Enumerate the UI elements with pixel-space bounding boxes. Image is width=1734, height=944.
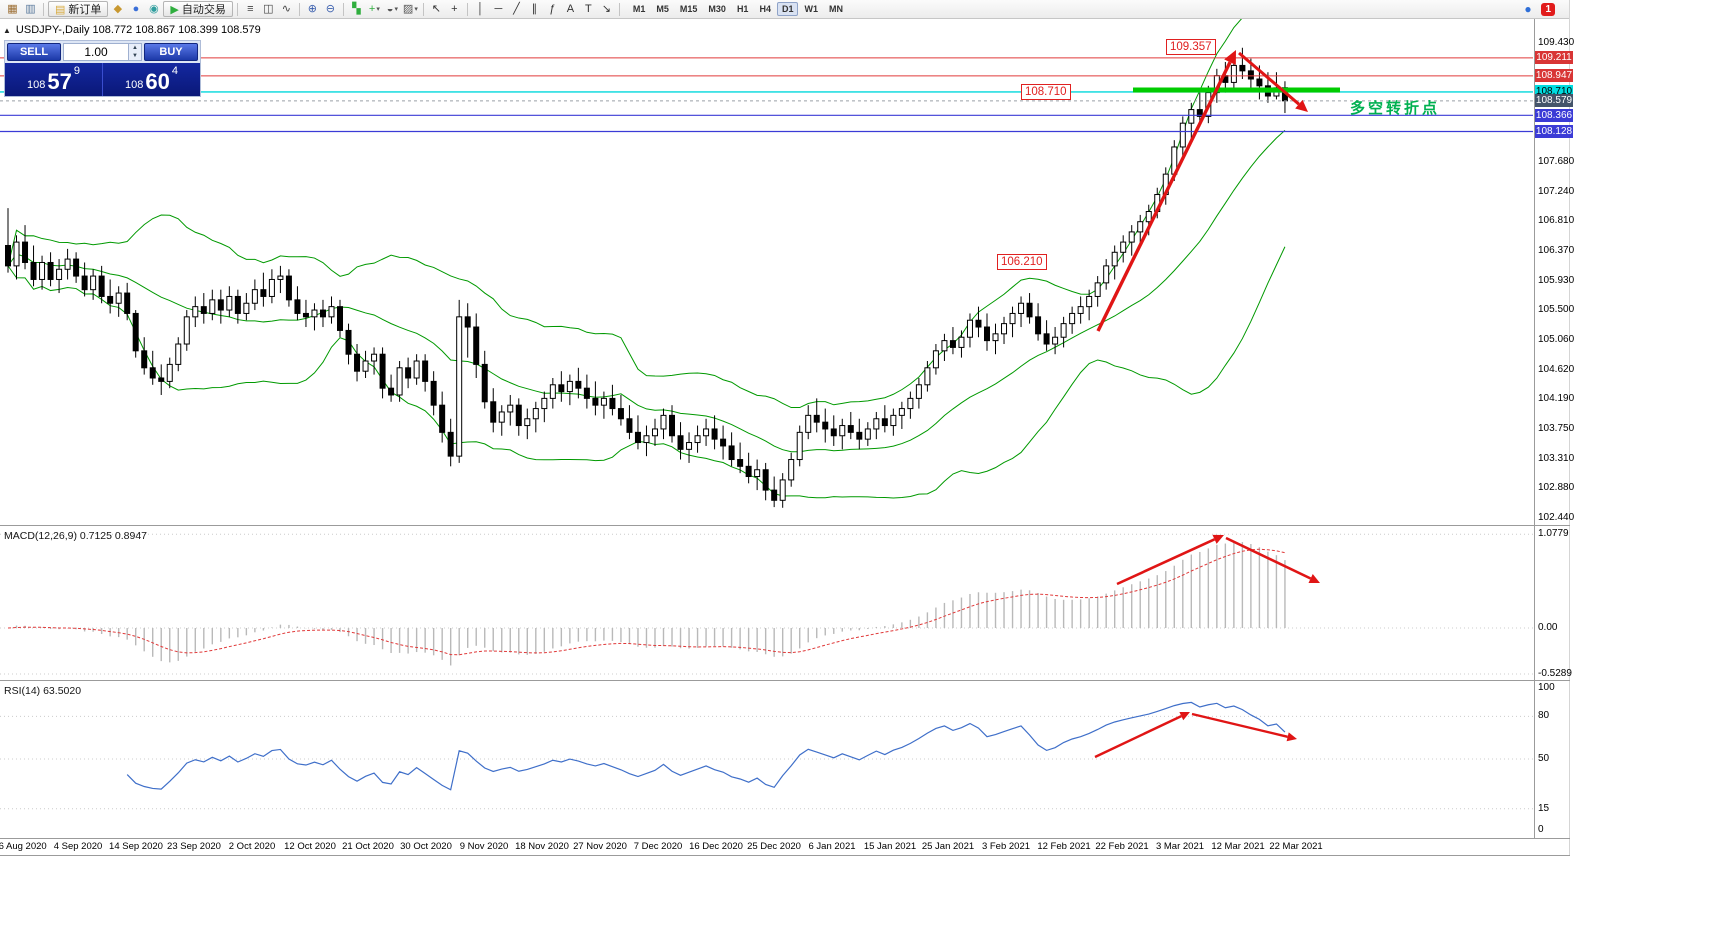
candles bbox=[5, 47, 1288, 508]
macd-histogram bbox=[15, 541, 1286, 666]
zoom-in-icon[interactable]: ⊕ bbox=[307, 2, 317, 15]
alerts-icon[interactable]: ● bbox=[132, 2, 140, 15]
lot-increase-button[interactable]: ▲ bbox=[129, 44, 141, 52]
auto-trading-button[interactable]: ▶ 自动交易 bbox=[163, 1, 233, 17]
timeframe-M15[interactable]: M15 bbox=[679, 4, 698, 14]
chat-icon[interactable]: ● bbox=[1524, 2, 1532, 16]
line-chart-icon[interactable]: ∿ bbox=[281, 2, 291, 15]
toolbar-separator bbox=[298, 2, 300, 16]
toolbar-separator bbox=[236, 2, 238, 16]
timeframe-group: M1 M5 M15 M30 H1 H4 D1 W1 MN bbox=[628, 2, 848, 16]
rsi-line bbox=[126, 701, 1286, 791]
toolbar-separator bbox=[422, 2, 424, 16]
timeframe-W1[interactable]: W1 bbox=[804, 4, 818, 14]
fibonacci-icon[interactable]: ƒ bbox=[549, 2, 556, 15]
auto-trading-button-label: 自动交易 bbox=[181, 4, 226, 16]
toolbar-items: ▦ ▥ ▤ 新订单 ◆ ● ◉ ▶ 自动交易 ≡ ◫ ∿ ⊕ ⊖ ▚ + ▾ ◒ ▾ ▨ ▾ ↖ + │ ─ ╱ ∥ ƒ A T ↘ bbox=[4, 1, 623, 17]
indicators-icon[interactable]: + ▾ bbox=[368, 2, 380, 15]
timeframe-MN[interactable]: MN bbox=[828, 4, 843, 14]
candlestick-chart-icon[interactable]: ◫ bbox=[263, 2, 274, 15]
lot-decrease-button[interactable]: ▼ bbox=[129, 52, 141, 60]
crosshair-icon[interactable]: + bbox=[451, 2, 458, 15]
ask-price: 108 60 4 bbox=[103, 63, 200, 96]
periods-icon-caret[interactable]: ▾ bbox=[394, 5, 398, 13]
rsi-label: RSI(14) 63.5020 bbox=[4, 685, 82, 697]
timeframe-D1[interactable]: D1 bbox=[776, 2, 799, 16]
text-icon[interactable]: A bbox=[566, 2, 575, 15]
tile-windows-icon[interactable]: ▚ bbox=[352, 2, 361, 15]
toolbar-separator bbox=[342, 2, 344, 16]
sell-button[interactable]: SELL bbox=[7, 43, 61, 61]
main-chart[interactable] bbox=[0, 0, 1570, 856]
timeframe-H1[interactable]: H1 bbox=[736, 4, 749, 14]
ask-pip-digit: 4 bbox=[171, 65, 178, 77]
buy-button[interactable]: BUY bbox=[144, 43, 198, 61]
bar-chart-icon[interactable]: ≡ bbox=[247, 2, 254, 15]
macd-label: MACD(12,26,9) 0.7125 0.8947 bbox=[4, 530, 148, 542]
periods-icon[interactable]: ◒ ▾ bbox=[386, 2, 398, 15]
collapse-trade-panel-icon[interactable]: ▲ bbox=[3, 25, 11, 35]
trend-arrows[interactable] bbox=[1094, 50, 1320, 759]
support-line-segment bbox=[1133, 87, 1340, 93]
new-order-button-label: 新订单 bbox=[68, 4, 102, 16]
lot-size-value[interactable]: 1.00 bbox=[84, 45, 108, 59]
mt4-window: ▦ ▥ ▤ 新订单 ◆ ● ◉ ▶ 自动交易 ≡ ◫ ∿ ⊕ ⊖ ▚ + ▾ ◒ ▾ ▨ ▾ ↖ + │ ─ ╱ ∥ ƒ A T ↘ M1 M… bbox=[0, 0, 1574, 856]
mailbox-icon[interactable]: ◉ bbox=[149, 2, 159, 15]
new-order-button-icon: ▤ bbox=[55, 3, 66, 16]
timeframe-M5[interactable]: M5 bbox=[656, 4, 669, 14]
toolbar-separator bbox=[43, 2, 44, 16]
trendline-icon[interactable]: ╱ bbox=[513, 2, 520, 15]
label-icon[interactable]: T bbox=[585, 2, 592, 15]
price-levels[interactable] bbox=[0, 57, 1533, 133]
arrows-icon[interactable]: ↘ bbox=[601, 2, 611, 15]
panel-separators bbox=[0, 19, 1570, 856]
chart-title: USDJPY-,Daily 108.772 108.867 108.399 10… bbox=[15, 24, 261, 36]
cursor-icon[interactable]: ↖ bbox=[431, 2, 441, 15]
macd-signal-line bbox=[7, 548, 1286, 656]
bid-main-digits: 57 bbox=[47, 69, 72, 94]
new-chart-icon[interactable]: ▦ bbox=[7, 2, 18, 15]
bid-handle: 108 bbox=[27, 79, 46, 91]
toolbar-separator bbox=[618, 2, 620, 16]
profiles-icon[interactable]: ▥ bbox=[25, 2, 36, 15]
lot-size-input[interactable]: 1.00 ▲ ▼ bbox=[63, 43, 142, 61]
toolbar-right: ● 1 bbox=[1519, 2, 1555, 17]
templates-icon[interactable]: ▨ ▾ bbox=[402, 2, 418, 15]
lot-spinner: ▲ ▼ bbox=[128, 44, 141, 60]
horizontal-line-icon[interactable]: ─ bbox=[494, 2, 503, 15]
templates-icon-caret[interactable]: ▾ bbox=[414, 5, 418, 13]
timeframe-H4[interactable]: H4 bbox=[759, 4, 771, 14]
toolbar-separator bbox=[466, 2, 468, 16]
auto-trading-button-icon: ▶ bbox=[170, 3, 179, 16]
alert-count-badge[interactable]: 1 bbox=[1541, 2, 1555, 16]
zoom-out-icon[interactable]: ⊖ bbox=[325, 2, 335, 15]
vertical-line-icon[interactable]: │ bbox=[476, 2, 484, 15]
toolbar: ▦ ▥ ▤ 新订单 ◆ ● ◉ ▶ 自动交易 ≡ ◫ ∿ ⊕ ⊖ ▚ + ▾ ◒ ▾ ▨ ▾ ↖ + │ ─ ╱ ∥ ƒ A T ↘ M1 M… bbox=[0, 0, 1569, 19]
history-center-icon[interactable]: ◆ bbox=[113, 2, 123, 15]
chart-title-row: ▲ USDJPY-,Daily 108.772 108.867 108.399 … bbox=[3, 24, 261, 36]
timeframe-M1[interactable]: M1 bbox=[632, 4, 646, 14]
new-order-button[interactable]: ▤ 新订单 bbox=[48, 1, 109, 17]
bid-pip-digit: 9 bbox=[73, 65, 80, 77]
timeframe-M30[interactable]: M30 bbox=[708, 4, 726, 14]
channel-icon[interactable]: ∥ bbox=[531, 2, 538, 15]
one-click-trading-panel: SELL 1.00 ▲ ▼ BUY 108 57 9 108 60 4 bbox=[4, 40, 201, 97]
ask-handle: 108 bbox=[125, 79, 144, 91]
ask-main-digits: 60 bbox=[145, 69, 170, 94]
bid-price: 108 57 9 bbox=[5, 63, 103, 96]
indicators-icon-caret[interactable]: ▾ bbox=[376, 5, 380, 13]
